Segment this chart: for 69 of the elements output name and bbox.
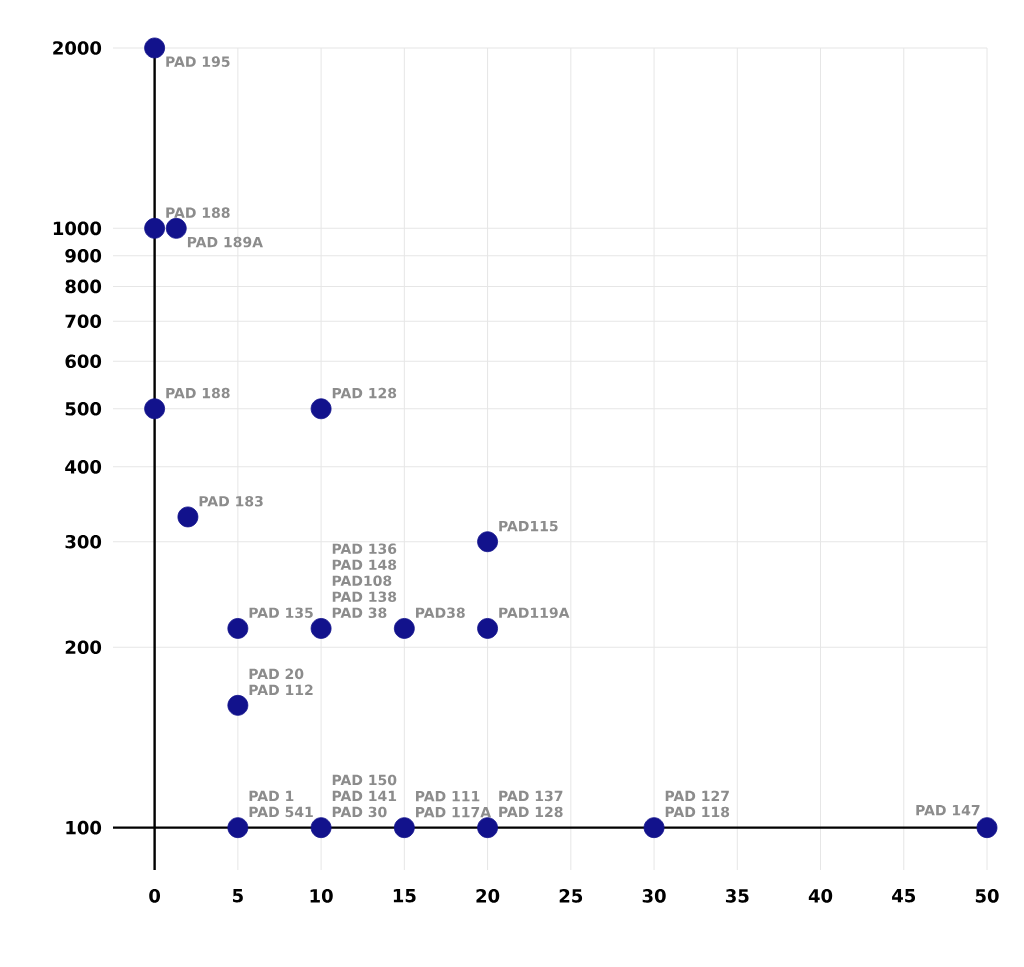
x-tick-label: 25 [559,889,583,903]
y-tick-label: 900 [65,248,102,263]
annotation: PAD 1 [249,790,294,802]
annotation: PAD 188 [166,207,230,218]
annotation: PAD119A [499,607,570,619]
y-tick-label: 400 [65,460,102,474]
annotation: PAD 136 [332,543,397,555]
point [393,817,415,839]
point [227,817,249,839]
annotation: PAD 112 [249,684,313,695]
point [144,398,166,420]
point [310,618,332,639]
annotation: PAD 127 [665,790,729,802]
x-tick-label: 10 [310,889,333,903]
y-tick-label: 600 [65,354,102,369]
annotation: PAD 188 [166,387,230,399]
point [643,817,665,839]
point [477,531,498,553]
annotation: PAD 195 [166,56,230,67]
x-tick-label: 20 [476,889,500,903]
x-tick-label: 50 [975,889,999,903]
annotation: PAD 135 [249,607,313,619]
annotation: PAD 148 [332,559,397,571]
y-tick-label: 2000 [53,41,102,55]
point [393,618,415,639]
x-tick-label: 5 [232,889,243,903]
annotation: PAD 38 [332,607,387,619]
y-tick-label: 700 [65,314,102,329]
annotation: PAD38 [416,607,465,619]
annotation: PAD 541 [249,806,313,818]
x-tick-label: 0 [149,889,161,903]
annotation: PAD108 [332,575,392,587]
y-tick-label: 1000 [53,221,102,236]
annotation: PAD 150 [332,774,397,786]
annotation: PAD 137 [499,790,563,802]
x-tick-label: 30 [642,889,666,903]
x-tick-label: 15 [393,889,416,903]
point [976,817,998,839]
annotation: PAD 128 [332,387,397,399]
annotation: PAD 117A [416,807,492,818]
annotation: PAD 141 [332,790,397,802]
point [477,817,498,839]
point [477,618,498,639]
annotation: PAD 20 [249,668,304,680]
y-tick-label: 300 [65,534,102,549]
point [227,694,249,716]
annotation: PAD 183 [199,495,263,507]
annotation: PAD 189A [187,236,263,248]
x-tick-label: 35 [725,889,749,903]
point [144,37,166,59]
x-tick-label: 45 [892,889,916,903]
point [177,506,199,528]
point [144,217,166,239]
y-tick-label: 200 [65,640,102,655]
annotation: PAD115 [499,520,558,532]
point [165,217,187,239]
y-tick-label: 800 [65,279,102,294]
point [310,817,332,839]
annotation: PAD 128 [499,806,563,818]
y-tick-label: 100 [66,820,102,835]
point [227,618,249,639]
annotation: PAD 138 [332,591,397,603]
x-tick-label: 40 [808,889,833,903]
annotation: PAD 30 [332,806,387,818]
annotation: PAD 147 [916,805,980,816]
annotation: PAD 118 [665,806,730,818]
y-tick-label: 500 [65,401,102,416]
point [310,398,332,420]
annotation: PAD 111 [416,791,480,802]
